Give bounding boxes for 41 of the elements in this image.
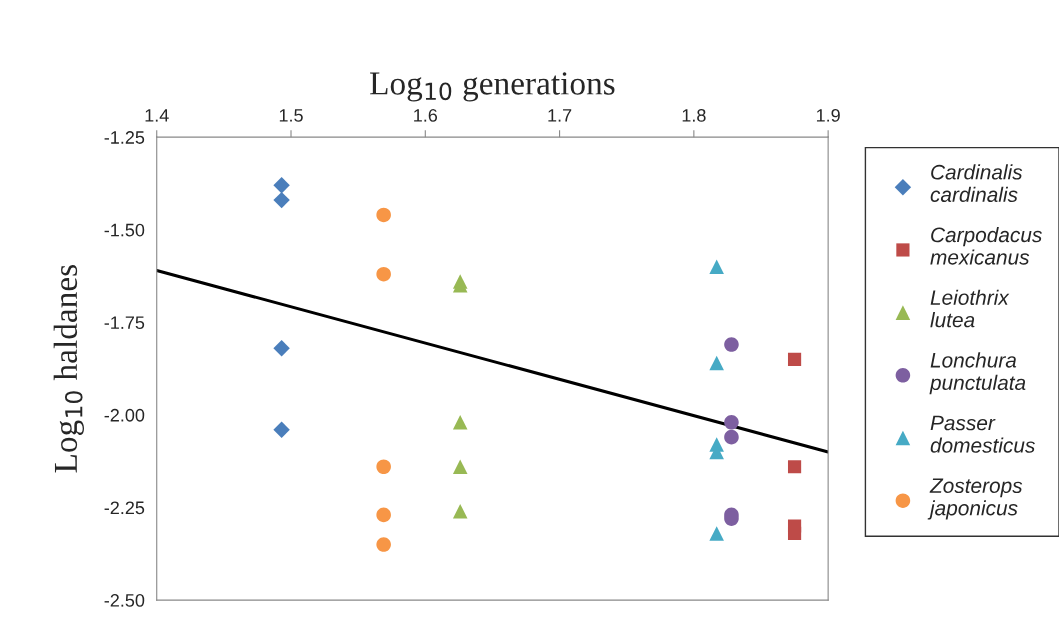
point bbox=[724, 429, 739, 445]
point bbox=[376, 507, 391, 523]
point bbox=[452, 415, 468, 430]
legend-label: Cardinalis cardinalis bbox=[930, 164, 1023, 202]
y-tick-label: -1.75 bbox=[104, 316, 145, 330]
y-tick-label: -1.50 bbox=[104, 223, 145, 237]
legend-label: Zosterops japonicus bbox=[927, 478, 1023, 520]
x-tick-label: 1.7 bbox=[548, 109, 572, 122]
point bbox=[709, 526, 724, 541]
legend-label: Carpodacus mexicanus bbox=[930, 226, 1042, 265]
legend-label: Passer domesticus bbox=[930, 415, 1035, 453]
point bbox=[709, 355, 724, 371]
y-tick-label: -2.00 bbox=[104, 408, 145, 422]
point bbox=[273, 421, 290, 438]
point bbox=[273, 191, 290, 209]
x-tick-label: 1.6 bbox=[414, 109, 438, 122]
point bbox=[787, 526, 802, 540]
y-tick-label: -2.25 bbox=[104, 501, 145, 515]
x-tick-label: 1.9 bbox=[816, 109, 840, 122]
point bbox=[376, 459, 391, 475]
x-axis-title: Log$_{10}$ generations bbox=[370, 72, 615, 102]
x-tick-label: 1.5 bbox=[279, 109, 303, 122]
point bbox=[709, 259, 724, 275]
point bbox=[376, 207, 391, 223]
point bbox=[376, 266, 391, 282]
y-tick-label: -2.50 bbox=[104, 594, 145, 607]
y-axis-title: Log$_{10}$ haldanes bbox=[53, 265, 84, 473]
point bbox=[787, 352, 802, 366]
point bbox=[724, 415, 739, 430]
point bbox=[273, 340, 290, 357]
point bbox=[452, 503, 468, 519]
x-tick-label: 1.8 bbox=[682, 109, 706, 122]
y-tick-label: -1.25 bbox=[104, 131, 145, 144]
legend-label: Lonchura punctulata bbox=[929, 352, 1026, 395]
point bbox=[376, 537, 391, 552]
point bbox=[787, 460, 802, 474]
point bbox=[273, 177, 290, 194]
point bbox=[724, 337, 739, 352]
legend-label: Leiothrix lutea bbox=[930, 289, 1010, 328]
point bbox=[452, 459, 468, 475]
x-tick-label: 1.4 bbox=[145, 109, 169, 122]
